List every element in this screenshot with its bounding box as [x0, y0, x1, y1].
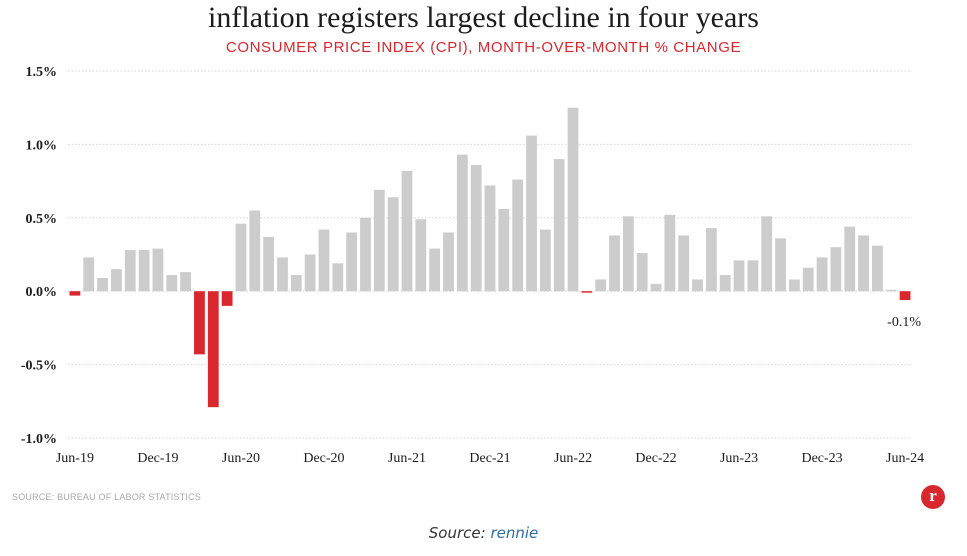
bar-mar-22 [526, 135, 537, 292]
x-tick-label: Jun-22 [554, 451, 592, 466]
x-tick-label: Jun-24 [886, 451, 924, 466]
bar-jun-22 [567, 107, 579, 292]
bar-oct-19 [124, 250, 136, 292]
bar-jul-23 [747, 260, 759, 292]
bar-feb-22 [512, 179, 524, 292]
bar-dec-19 [152, 248, 164, 292]
y-tick-label: -1.0% [21, 432, 57, 447]
bar-apr-22 [539, 229, 551, 292]
bar-feb-23 [678, 235, 690, 292]
bar-jan-23 [664, 214, 676, 292]
rennie-logo-icon: r [921, 485, 945, 509]
bar-jan-21 [332, 263, 344, 292]
bar-jul-19 [83, 257, 95, 292]
bar-dec-20 [318, 229, 330, 292]
bar-jan-22 [498, 208, 510, 292]
x-tick-label: Dec-22 [635, 451, 676, 466]
bar-dec-22 [650, 283, 662, 292]
bar-aug-19 [97, 277, 108, 292]
bar-nov-22 [636, 253, 648, 292]
bar-jul-20 [249, 210, 261, 292]
y-tick-label: 1.0% [26, 138, 58, 153]
bar-may-21 [387, 197, 399, 292]
bar-sep-22 [609, 235, 620, 292]
bar-mar-21 [360, 217, 371, 292]
bar-jan-24 [830, 247, 842, 292]
x-tick-label: Dec-19 [137, 451, 178, 466]
bar-feb-21 [346, 232, 358, 292]
bar-sep-19 [111, 269, 122, 292]
bar-dec-21 [484, 185, 496, 292]
bar-oct-23 [788, 279, 800, 292]
bar-may-23 [719, 275, 731, 292]
chart-subtitle: CONSUMER PRICE INDEX (CPI), MONTH-OVER-M… [225, 39, 742, 56]
bar-nov-19 [138, 250, 150, 292]
chart-title: inflation registers largest decline in f… [208, 1, 759, 34]
bar-dec-23 [816, 257, 828, 292]
bar-sep-21 [443, 232, 454, 292]
bar-mar-24 [858, 235, 869, 292]
bar-mar-20 [194, 291, 205, 355]
x-tick-label: Jun-19 [56, 451, 94, 466]
bar-oct-20 [290, 275, 302, 292]
bar-oct-21 [456, 154, 468, 292]
x-axis: Jun-19 Dec-19 Jun-20 Dec-20 Jun-21 Dec-21 Jun-… [56, 451, 924, 466]
bar-apr-20 [207, 291, 219, 408]
bar-aug-20 [263, 236, 275, 292]
bar-aug-21 [429, 248, 441, 292]
bar-jun-21 [401, 170, 413, 292]
x-tick-label: Dec-20 [303, 451, 344, 466]
bar-nov-21 [470, 164, 482, 292]
image-credit: Source: rennie [0, 524, 967, 542]
bar-may-22 [553, 159, 565, 292]
bars [69, 107, 911, 408]
bar-jun-24 [899, 291, 911, 301]
bar-may-24 [885, 289, 897, 292]
y-tick-label: 0.0% [26, 285, 58, 300]
bar-sep-20 [277, 257, 288, 292]
bar-nov-20 [304, 254, 316, 292]
bar-jan-20 [166, 275, 178, 292]
y-tick-label: 0.5% [26, 212, 58, 227]
bar-apr-21 [373, 189, 385, 292]
bar-mar-23 [692, 279, 703, 292]
x-tick-label: Dec-21 [469, 451, 510, 466]
credit-label: Source: [428, 524, 486, 542]
source-note: SOURCE: BUREAU OF LABOR STATISTICS [12, 492, 201, 502]
y-tick-label: 1.5% [26, 65, 58, 80]
bar-feb-24 [844, 226, 856, 292]
bar-feb-20 [180, 272, 192, 292]
credit-link[interactable]: rennie [490, 524, 539, 542]
bar-aug-22 [595, 279, 607, 292]
last-value-annotation: -0.1% [887, 315, 921, 330]
bar-aug-23 [761, 216, 773, 292]
bar-apr-24 [872, 245, 883, 292]
x-tick-label: Jun-20 [222, 451, 260, 466]
bar-jun-20 [235, 223, 247, 292]
x-tick-label: Dec-23 [801, 451, 842, 466]
x-tick-label: Jun-23 [720, 451, 758, 466]
bar-jun-19 [69, 291, 81, 296]
bar-nov-23 [802, 267, 814, 292]
x-tick-label: Jun-21 [388, 451, 426, 466]
bar-oct-22 [622, 216, 634, 292]
y-tick-label: -0.5% [21, 359, 57, 374]
bar-may-20 [221, 291, 233, 306]
bar-sep-23 [775, 238, 786, 292]
bar-jul-22 [581, 291, 593, 293]
bar-jun-23 [733, 260, 745, 292]
y-axis: 1.5% 1.0% 0.5% 0.0% -0.5% -1.0% [21, 65, 57, 447]
bar-apr-23 [705, 228, 717, 292]
bar-jul-21 [415, 219, 427, 292]
